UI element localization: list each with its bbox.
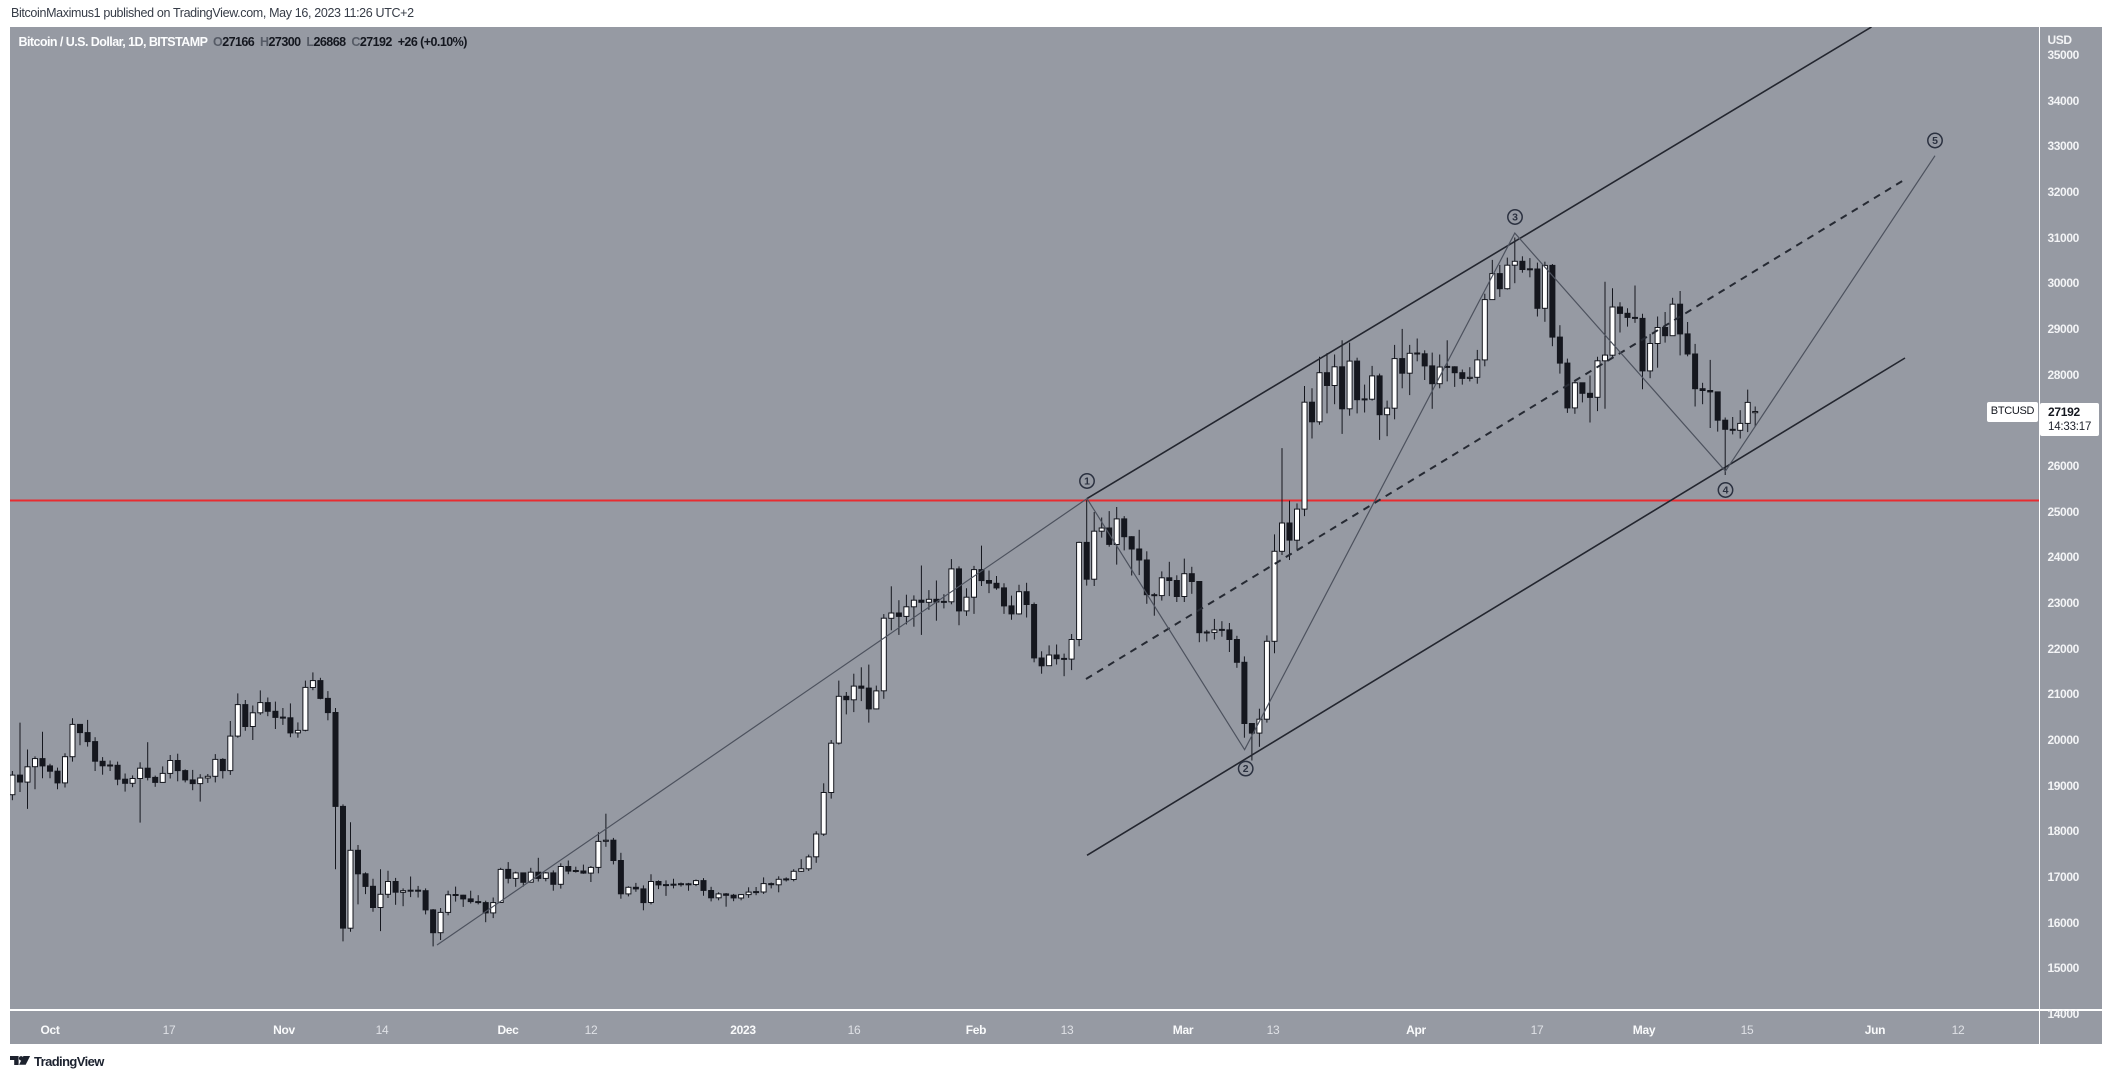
svg-text:1: 1 bbox=[1084, 476, 1090, 488]
svg-text:2: 2 bbox=[1243, 763, 1249, 775]
svg-text:4: 4 bbox=[1723, 485, 1729, 497]
svg-text:3: 3 bbox=[1512, 212, 1518, 224]
svg-text:5: 5 bbox=[1932, 135, 1938, 147]
